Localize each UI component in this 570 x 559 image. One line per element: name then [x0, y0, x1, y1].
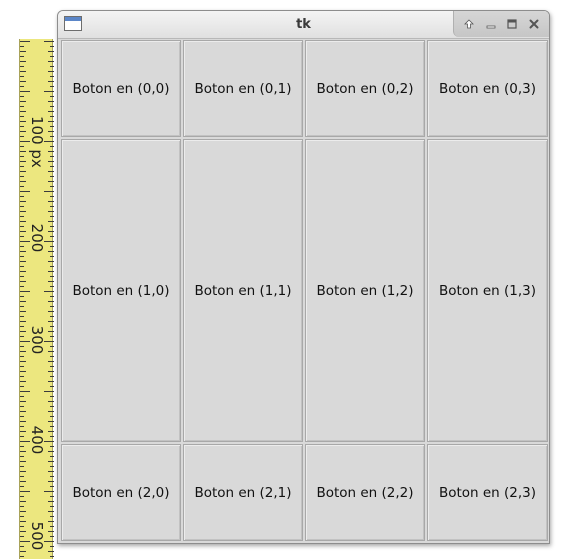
- button-2-0[interactable]: Boton en (2,0): [61, 444, 181, 541]
- title-bar[interactable]: tk: [58, 11, 549, 39]
- button-0-0[interactable]: Boton en (0,0): [61, 40, 181, 137]
- arrow-up-icon: [463, 19, 474, 29]
- button-1-0[interactable]: Boton en (1,0): [61, 139, 181, 442]
- button-2-2[interactable]: Boton en (2,2): [305, 444, 425, 541]
- close-button[interactable]: [526, 16, 542, 32]
- window-controls: [453, 11, 549, 37]
- button-2-1[interactable]: Boton en (2,1): [183, 444, 303, 541]
- button-0-1[interactable]: Boton en (0,1): [183, 40, 303, 137]
- ruler-label-100: 100 px: [28, 116, 46, 168]
- window-title: tk: [296, 17, 311, 32]
- tk-window: tk: [57, 10, 550, 544]
- button-0-3[interactable]: Boton en (0,3): [427, 40, 548, 137]
- ruler-label-200: 200: [28, 223, 46, 253]
- ruler-label-300: 300: [28, 325, 46, 355]
- button-1-1[interactable]: Boton en (1,1): [183, 139, 303, 442]
- maximize-icon: [507, 19, 517, 29]
- ruler-label-400: 400: [28, 425, 46, 455]
- button-2-3[interactable]: Boton en (2,3): [427, 444, 548, 541]
- window-menu-icon[interactable]: [64, 16, 82, 31]
- button-0-2[interactable]: Boton en (0,2): [305, 40, 425, 137]
- close-icon: [529, 19, 539, 29]
- ruler-ticks: [20, 41, 54, 557]
- screen-ruler: 100 px 200 300 400 500: [19, 39, 54, 559]
- shade-button[interactable]: [461, 16, 477, 32]
- button-1-2[interactable]: Boton en (1,2): [305, 139, 425, 442]
- minimize-button[interactable]: [483, 16, 499, 32]
- maximize-button[interactable]: [504, 16, 520, 32]
- button-1-3[interactable]: Boton en (1,3): [427, 139, 548, 442]
- button-grid: Boton en (0,0) Boton en (0,1) Boton en (…: [61, 40, 548, 541]
- ruler-label-500: 500: [28, 521, 46, 551]
- minimize-icon: [486, 25, 496, 29]
